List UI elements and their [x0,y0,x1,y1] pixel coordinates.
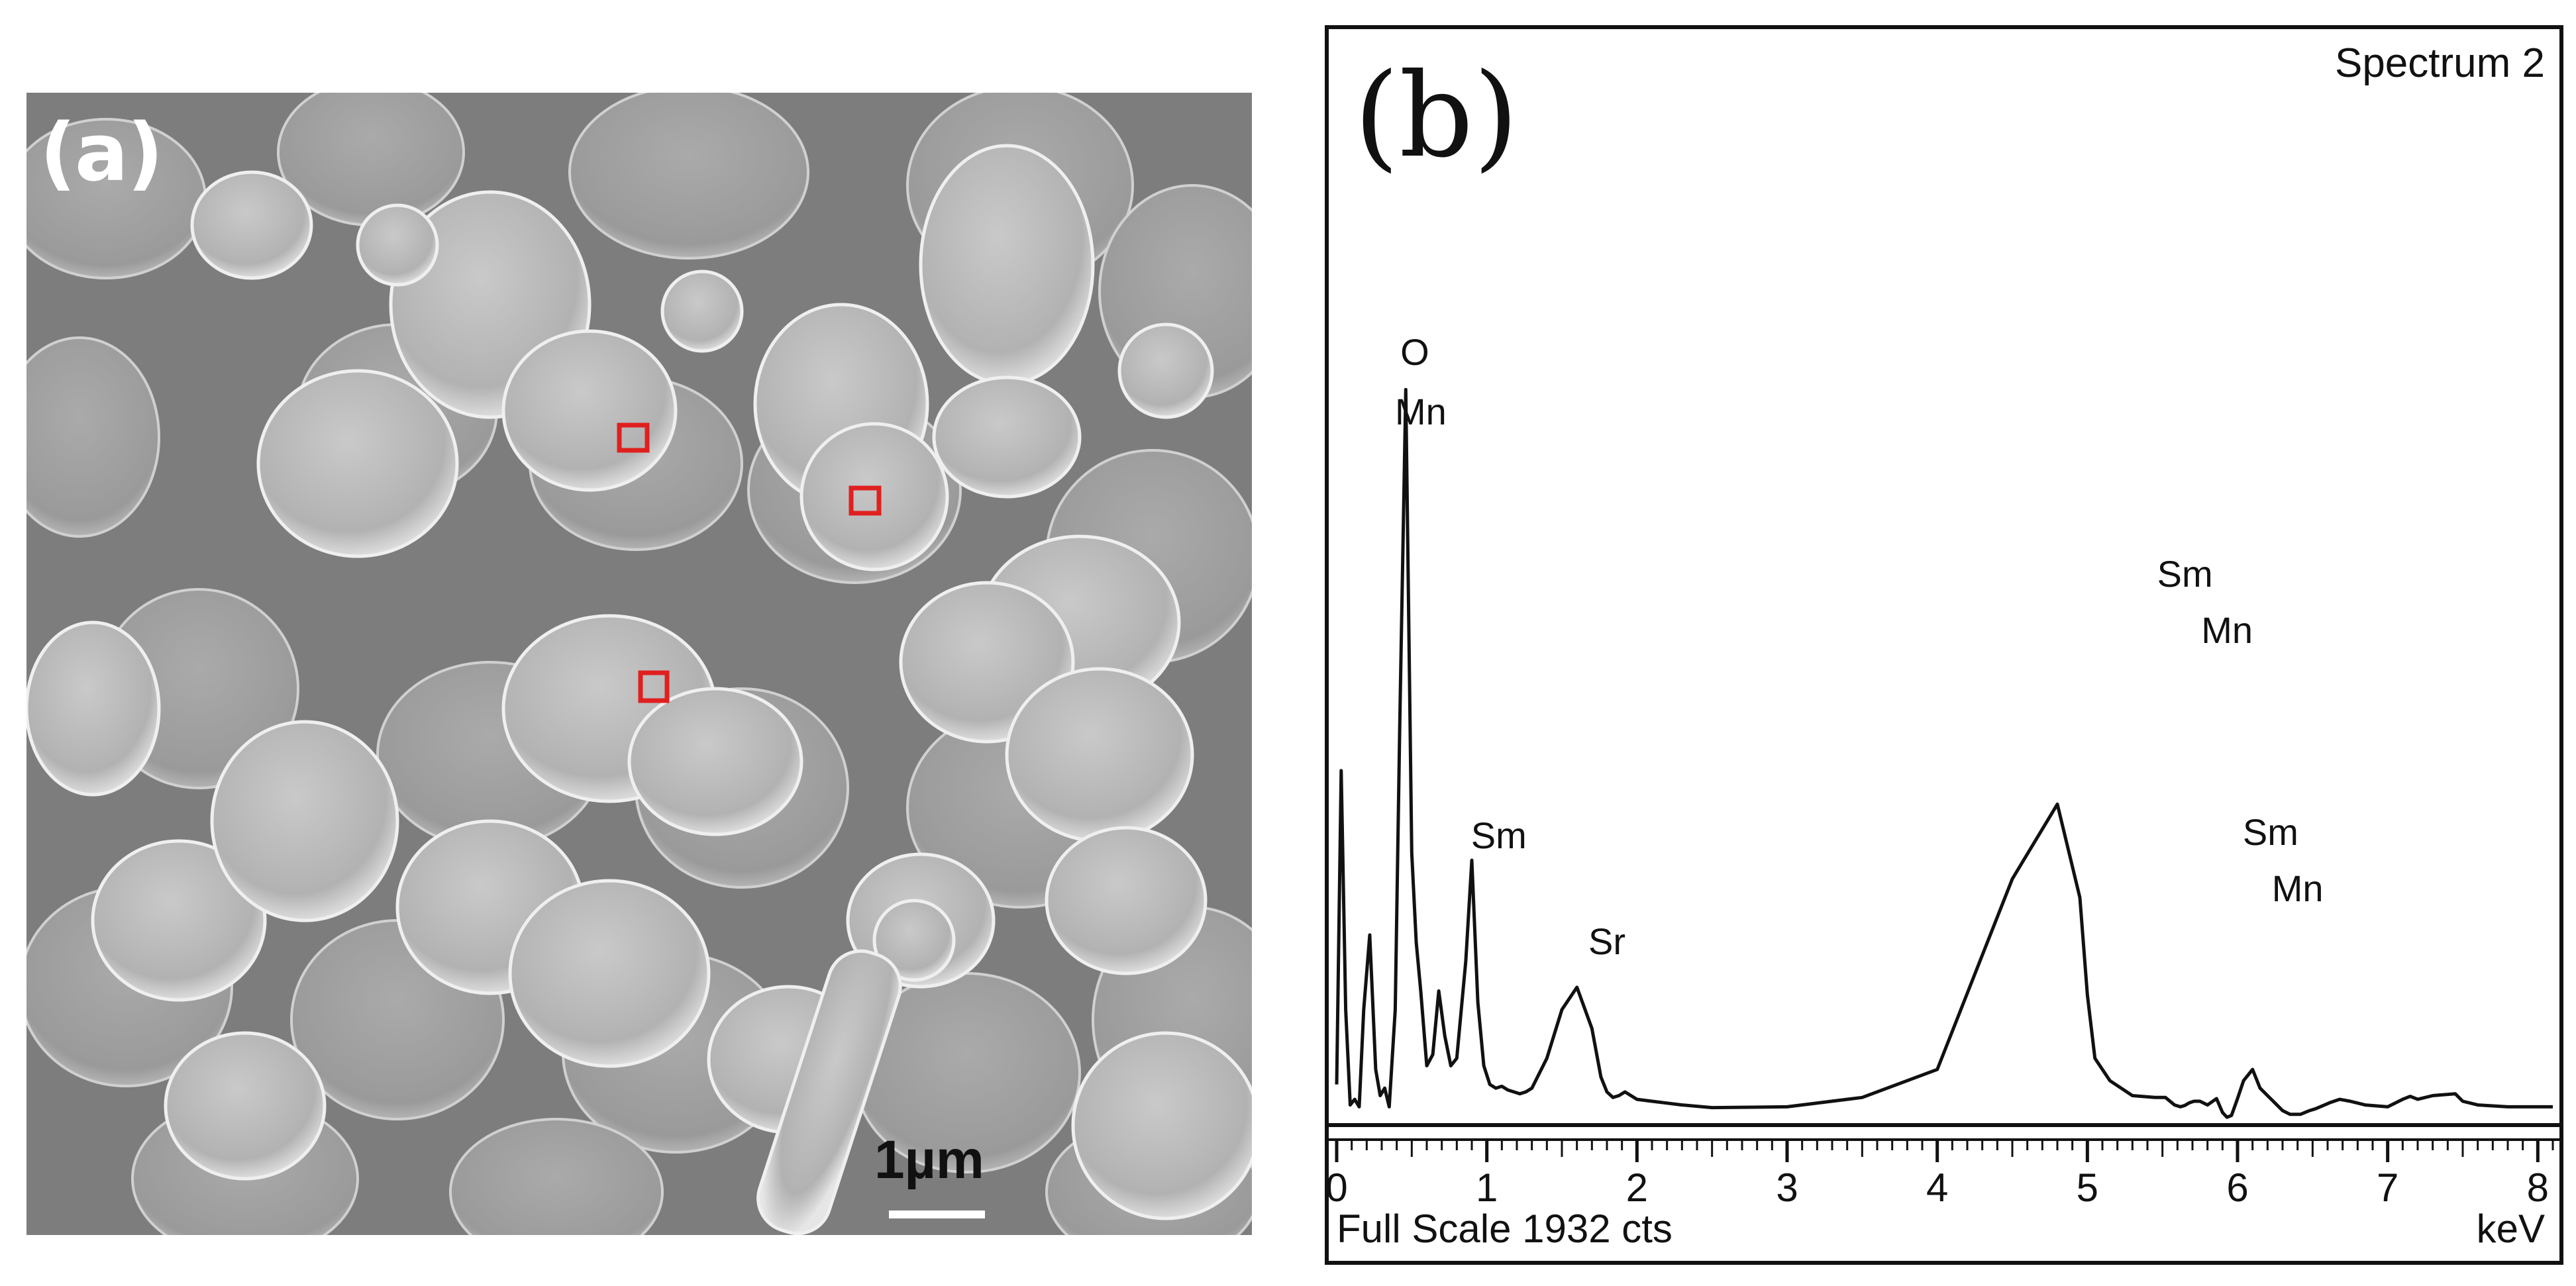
x-axis [1329,1123,2559,1162]
panel-a-label: (a) [40,107,164,199]
peak-label: O [1400,331,1429,373]
x-tick-label: 0 [1325,1165,1348,1210]
x-tick-label: 5 [2076,1165,2099,1210]
x-tick-label: 7 [2376,1165,2399,1210]
peak-label: Sm [2157,553,2213,595]
red-marker-2 [849,485,882,516]
peak-label: Sm [1470,815,1527,856]
x-tick-label: 8 [2526,1165,2550,1210]
peak-label: Mn [2271,867,2324,909]
peak-label: Sm [2242,811,2298,853]
spectrum-line [1335,387,2553,1119]
peak-label: Mn [1395,391,1447,432]
x-tick-label: 2 [1625,1165,1649,1210]
x-tick-label: 6 [2226,1165,2249,1210]
panel-b-label: (b) [1354,49,1519,183]
scale-bar-label: 1µm [874,1130,984,1190]
x-tick-label: 3 [1776,1165,1798,1210]
peak-label: Mn [2201,609,2253,651]
sem-micrograph: (a) 1µm [26,93,1252,1235]
spectrum-title: Spectrum 2 [2334,40,2545,86]
eds-spectrum-panel: (b) Spectrum 2 0 1 2 3 4 5 6 7 8 O Mn Sm Sr Sm Mn Sm Mn… [1325,25,2563,1265]
peak-label: Sr [1588,920,1625,962]
full-scale-label: Full Scale 1932 cts [1337,1207,1673,1251]
red-marker-3 [638,670,670,703]
x-tick-label: 4 [1926,1165,1949,1210]
x-axis-unit: keV [2476,1207,2545,1251]
sem-grains [26,93,1252,1235]
spectrum-plot [1329,387,2559,1162]
scale-bar [889,1211,985,1218]
red-marker-1 [617,422,650,453]
x-tick-label: 1 [1475,1165,1498,1210]
